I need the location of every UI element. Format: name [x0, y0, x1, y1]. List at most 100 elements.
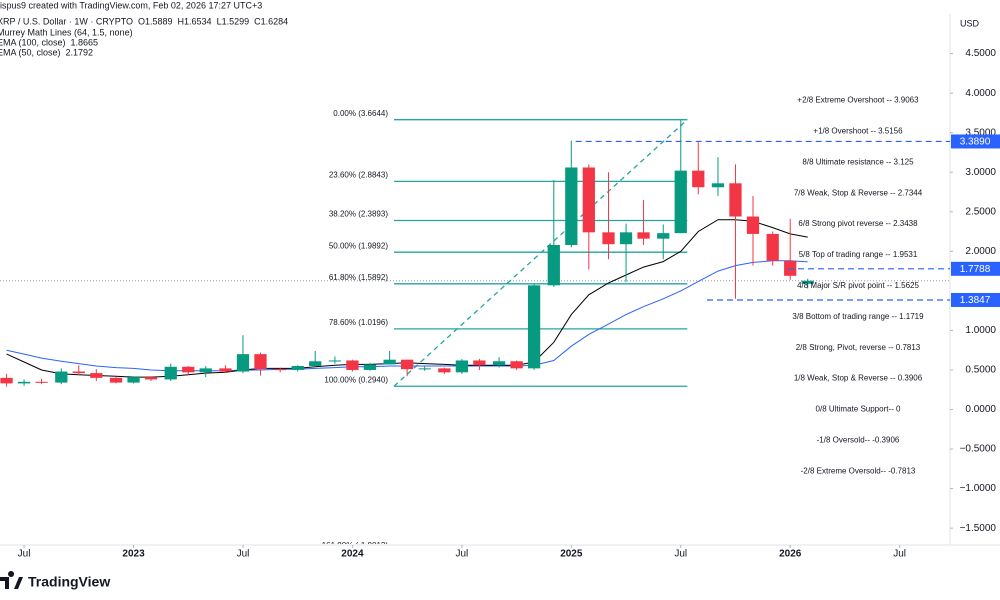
- candle-body: [418, 368, 431, 370]
- fib-label: 38.20% (2.3893): [329, 210, 388, 219]
- x-tick-label: 2024: [341, 549, 364, 560]
- price-box: [951, 134, 1000, 149]
- candle-body: [657, 233, 670, 239]
- x-tick-label: Jul: [893, 549, 906, 560]
- candle-body: [219, 368, 232, 372]
- x-tick-label: 2026: [779, 549, 802, 560]
- murrey-label: 3/8 Bottom of trading range -- 1.1719: [792, 312, 924, 321]
- x-tick-label: 2025: [560, 549, 583, 560]
- price-box: [951, 261, 1000, 276]
- murrey-label: -1/8 Oversold-- -0.3906: [817, 436, 900, 445]
- candle-body: [401, 359, 414, 370]
- murrey-label: 2/8 Strong, Pivot, reverse -- 0.7813: [796, 343, 921, 352]
- y-tick-label: 1.0000: [965, 325, 996, 336]
- fib-label: 100.00% (0.2940): [324, 375, 388, 384]
- price-box-label: 1.7788: [960, 264, 991, 275]
- murrey-label: 8/8 Ultimate resistance -- 3.125: [802, 157, 914, 166]
- candle-body: [254, 354, 267, 370]
- y-tick-label: −0.5000: [960, 444, 997, 455]
- candle-body: [692, 170, 705, 188]
- candle-body: [199, 368, 212, 373]
- murrey-label: +2/8 Extreme Overshoot -- 3.9063: [797, 96, 919, 105]
- candle-body: [746, 216, 760, 234]
- candle-body: [346, 360, 359, 370]
- candle-body: [582, 167, 595, 233]
- candle-body: [17, 381, 31, 384]
- y-tick-label: 2.0000: [965, 246, 996, 257]
- price-box: [951, 292, 1000, 307]
- y-tick-label: −1.0000: [960, 483, 997, 494]
- murrey-label: 7/8 Weak, Stop & Reverse -- 2.7344: [794, 188, 923, 197]
- candle-body: [711, 183, 725, 188]
- y-tick-label: 4.5000: [965, 48, 996, 59]
- indicator-value: 1.8665: [71, 37, 99, 47]
- y-tick-label: 3.0000: [965, 167, 996, 178]
- price-box-label: 3.3890: [960, 137, 991, 148]
- murrey-label: 1/8 Weak, Stop & Reverse -- 0.3906: [794, 374, 923, 383]
- candle-body: [766, 233, 779, 261]
- y-tick-label: 0.0000: [965, 404, 996, 415]
- currency: USD: [960, 18, 980, 28]
- fib-label: 78.60% (1.0196): [329, 318, 388, 327]
- ohlc-value: C1.6284: [254, 16, 288, 26]
- x-tick-label: Jul: [674, 549, 687, 560]
- x-tick-label: Jul: [455, 549, 468, 560]
- fib-label: 61.80% (1.5892): [329, 273, 388, 282]
- fib-label: 161.80% (-1.8013): [322, 541, 389, 550]
- ema-line: [6, 219, 808, 378]
- murrey-label: 4/8 Major S/R pivot point -- 1.5625: [797, 281, 919, 290]
- ohlc-value: O1.5889: [138, 16, 173, 26]
- fib-label: 0.00% (3.6644): [333, 109, 388, 118]
- candle-body: [473, 360, 486, 366]
- credit: rispus9 created with TradingView.com, Fe…: [0, 0, 262, 10]
- murrey-label: 6/8 Strong pivot reverse -- 2.3438: [798, 219, 918, 228]
- y-tick-label: 4.0000: [965, 88, 996, 99]
- candle-body: [565, 167, 578, 245]
- murrey-label: 5/8 Top of trading range -- 1.9531: [799, 250, 918, 259]
- ohlc-value: L1.5299: [217, 16, 250, 26]
- price-box-label: 1.3847: [960, 295, 991, 306]
- murrey-label: 0/8 Ultimate Support-- 0: [816, 405, 901, 414]
- candle-body: [438, 368, 451, 373]
- candle-body: [383, 359, 396, 365]
- candle-body: [801, 280, 814, 284]
- candle-body: [674, 170, 687, 234]
- candle-body: [274, 369, 287, 371]
- candle-body: [236, 354, 250, 372]
- candle-body: [144, 377, 158, 380]
- ema-line: [6, 260, 808, 372]
- ohlc-value: H1.6534: [178, 16, 212, 26]
- candle-body: [182, 366, 195, 373]
- candle-body: [291, 366, 304, 370]
- indicator-name: EMA (100, close): [0, 37, 66, 47]
- candle-body: [619, 232, 633, 245]
- fib-label: 50.00% (1.9892): [329, 241, 388, 250]
- candle-body: [72, 371, 85, 374]
- candle-body: [510, 361, 523, 369]
- logo: TradingView: [0, 571, 110, 590]
- y-tick-label: −1.5000: [960, 523, 997, 534]
- logo-text: TradingView: [28, 574, 110, 590]
- indicator-name: Murrey Math Lines (64, 1.5, none): [0, 27, 133, 37]
- candle-body: [602, 232, 615, 245]
- candle-body: [328, 360, 342, 362]
- murrey-label: -2/8 Extreme Oversold-- -0.7813: [801, 466, 916, 475]
- candle-body: [527, 285, 541, 369]
- x-tick-label: Jul: [18, 549, 31, 560]
- candle-body: [55, 371, 68, 383]
- fib-label: 23.60% (2.8843): [329, 170, 388, 179]
- candle-body: [90, 373, 103, 378]
- x-tick-label: 2023: [122, 549, 145, 560]
- candle-body: [309, 361, 322, 366]
- candle-body: [455, 360, 468, 373]
- candle-body: [109, 377, 123, 383]
- candle-body: [35, 381, 48, 383]
- candle-body: [547, 244, 560, 286]
- candle-body: [637, 232, 650, 239]
- indicator-value: 2.1792: [66, 47, 94, 57]
- y-tick-label: 2.5000: [965, 206, 996, 217]
- candle-body: [127, 377, 140, 383]
- y-tick-label: 0.5000: [965, 365, 996, 376]
- candle-body: [0, 377, 13, 384]
- y-tick-label: 3.5000: [965, 127, 996, 138]
